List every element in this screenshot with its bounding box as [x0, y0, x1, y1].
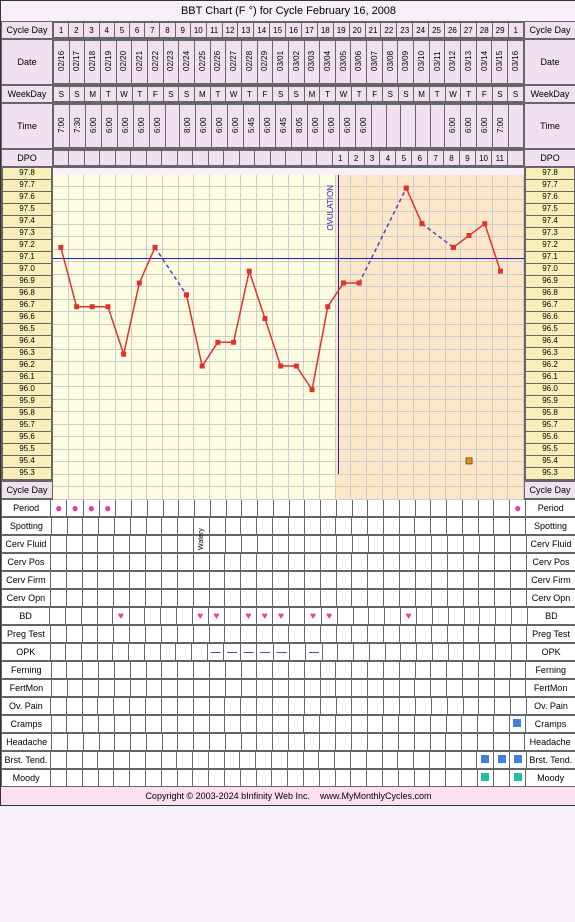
symptom-row: Period●●●●●Period: [2, 500, 575, 517]
symptom-row: Cerv PosCerv Pos: [2, 554, 575, 571]
footer: Copyright © 2003-2024 bInfinity Web Inc.…: [1, 787, 575, 805]
symptom-row: SpottingSpotting: [2, 518, 575, 535]
symptom-row: Brst. Tend.Brst. Tend.: [2, 752, 575, 769]
bbt-chart-container: BBT Chart (F °) for Cycle February 16, 2…: [0, 0, 575, 806]
symptom-row: Cerv FluidWateryCerv Fluid: [2, 536, 575, 553]
symptom-row: Cerv OpnCerv Opn: [2, 590, 575, 607]
row-time: Time 7:007:306:006:006:006:006:008:006:0…: [2, 104, 575, 149]
symptom-row: Ov. PainOv. Pain: [2, 698, 575, 715]
symptom-row: FertMonFertMon: [2, 680, 575, 697]
header-table: Cycle Day 123456789101112131415161718192…: [1, 21, 575, 39]
symptom-row: Cerv FirmCerv Firm: [2, 572, 575, 589]
symptom-row: CrampsCramps: [2, 716, 575, 733]
chart-plot-area: OVULATION: [53, 175, 524, 474]
row-date: Date 02/1602/1702/1802/1902/2002/2102/22…: [2, 40, 575, 85]
row-weekday: WeekDay SSMTWTFSSMTWTFSSMTWTFSSMTWTFSS W…: [2, 86, 575, 103]
symptom-row: FerningFerning: [2, 662, 575, 679]
symptom-row: OPK——————OPK: [2, 644, 575, 661]
symptom-row: MoodyMoody: [2, 770, 575, 787]
row-cycle-day: Cycle Day 123456789101112131415161718192…: [2, 22, 575, 39]
chart-table: 97.897.797.697.597.497.397.297.197.096.9…: [1, 167, 575, 481]
symptom-row: HeadacheHeadache: [2, 734, 575, 751]
symptom-rows: Period●●●●●PeriodSpottingSpottingCerv Fl…: [1, 499, 575, 787]
chart-title: BBT Chart (F °) for Cycle February 16, 2…: [1, 1, 575, 21]
symptom-row: BD♥♥♥♥♥♥♥♥♥BD: [2, 608, 575, 625]
row-dpo: DPO 1234567891011 DPO: [2, 150, 575, 167]
symptom-row: Preg TestPreg Test: [2, 626, 575, 643]
